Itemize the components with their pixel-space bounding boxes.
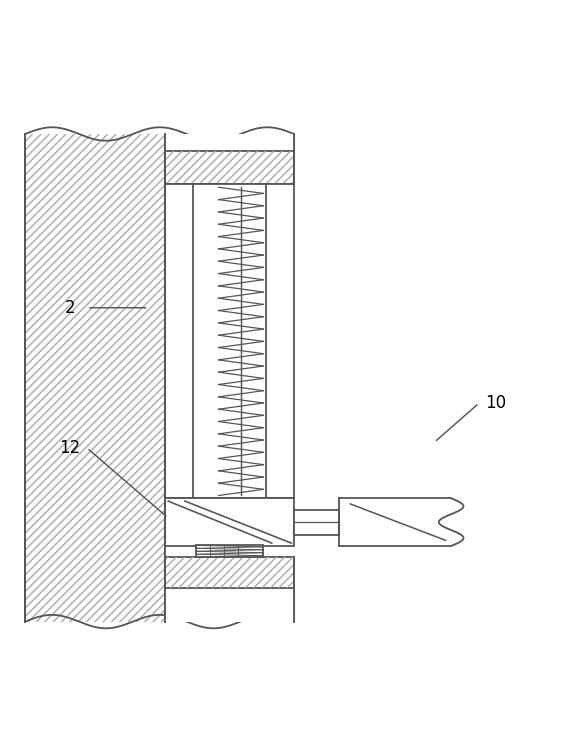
Text: 2: 2 xyxy=(65,298,75,316)
Bar xyxy=(165,498,294,546)
Text: 10: 10 xyxy=(486,394,507,412)
Bar xyxy=(196,545,263,557)
Bar xyxy=(25,134,165,622)
Bar xyxy=(294,509,339,535)
Bar xyxy=(165,557,294,588)
Bar xyxy=(165,134,294,622)
Bar xyxy=(165,184,294,498)
Text: 12: 12 xyxy=(59,439,81,457)
Bar xyxy=(165,151,294,184)
Bar xyxy=(165,557,294,588)
Bar xyxy=(165,151,294,184)
